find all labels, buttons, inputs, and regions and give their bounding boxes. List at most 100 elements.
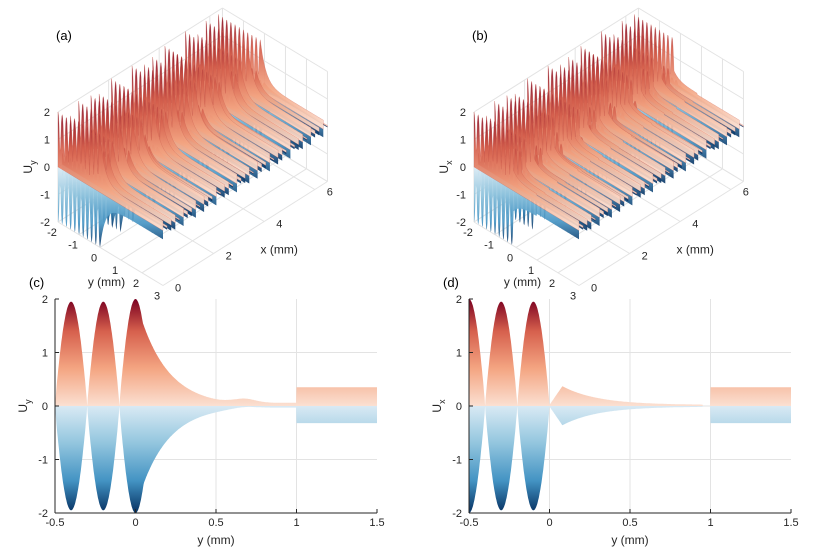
panel-a: -2 -1 0 1 2 3 0 2 4 6 -2 -1 0 1 2 y (mm) x (mm) Uy (a) bbox=[21, 7, 333, 303]
floor-gridline bbox=[578, 181, 744, 286]
y-tick-label: 2 bbox=[133, 278, 139, 290]
x-tick-label: 1 bbox=[707, 517, 713, 529]
x-tick-label: 0 bbox=[546, 517, 552, 529]
x-tick-label: 0.5 bbox=[622, 517, 637, 529]
y-tick-label: 1 bbox=[42, 348, 48, 360]
y-tick-label: -2 bbox=[47, 227, 57, 239]
floor-gridline bbox=[57, 221, 164, 286]
panel-label: (a) bbox=[56, 28, 72, 43]
lower-envelope-area bbox=[469, 406, 791, 513]
x-tick-label: 0 bbox=[132, 517, 138, 529]
panel-label: (c) bbox=[29, 275, 44, 290]
back-wall-gridline bbox=[638, 7, 744, 72]
x-tick-label: 1 bbox=[293, 517, 299, 529]
surface-upper-strip bbox=[527, 78, 633, 197]
x-tick-label: 1.5 bbox=[369, 517, 384, 529]
z-tick-label: 2 bbox=[460, 107, 466, 119]
side-wall-gridline bbox=[473, 7, 639, 113]
y-tick-label: 0 bbox=[91, 252, 97, 264]
y-tick-label: 0 bbox=[456, 401, 462, 413]
y-tick-label: 3 bbox=[154, 291, 160, 303]
y-tick-label: 0 bbox=[42, 401, 48, 413]
y-axis-label-subscript: y bbox=[23, 399, 33, 404]
surface-upper-strip bbox=[144, 64, 250, 177]
y-axis-label: Ux bbox=[430, 399, 447, 413]
y-tick-label: -2 bbox=[463, 227, 473, 239]
surface-upper-strip bbox=[514, 93, 621, 205]
surface-upper-strip bbox=[218, 14, 324, 130]
y-tick-label: 0 bbox=[507, 252, 513, 264]
y-tick-label: 2 bbox=[456, 294, 462, 306]
x-tick-label: 6 bbox=[327, 187, 333, 199]
surface-upper-strip bbox=[560, 64, 666, 177]
z-tick-label: 1 bbox=[44, 135, 50, 147]
x-tick-label: 0.5 bbox=[208, 517, 223, 529]
x-tick-label: 2 bbox=[226, 251, 232, 263]
y-axis-label: y (mm) bbox=[88, 275, 125, 289]
surface-upper-strip bbox=[98, 93, 205, 205]
surface-upper-strip bbox=[205, 20, 312, 138]
x-tick-label: -0.5 bbox=[460, 517, 479, 529]
surface-upper-strip bbox=[621, 20, 728, 138]
panel-label: (d) bbox=[443, 275, 459, 290]
z-tick-label: 2 bbox=[44, 107, 50, 119]
y-tick-label: -1 bbox=[68, 240, 78, 252]
side-wall-gridline bbox=[57, 7, 223, 113]
z-tick-label: -1 bbox=[456, 190, 466, 202]
x-tick-label: 4 bbox=[692, 219, 698, 231]
y-tick-label: -1 bbox=[484, 240, 494, 252]
panel-d: -0.5 0 0.5 1 1.5 -2 -1 0 1 2 y (mm) Ux (d) bbox=[430, 275, 799, 547]
x-tick-label: 0 bbox=[175, 283, 181, 295]
surface-upper-strip bbox=[185, 31, 291, 151]
floor-gridline bbox=[141, 168, 307, 274]
z-tick-label: 1 bbox=[460, 135, 466, 147]
floor-gridline bbox=[162, 181, 328, 286]
z-axis-label: Ux bbox=[437, 160, 454, 174]
panel-label: (b) bbox=[472, 28, 488, 43]
y-tick-label: 1 bbox=[528, 265, 534, 277]
x-tick-label: 4 bbox=[276, 219, 282, 231]
surface-upper-strip bbox=[131, 65, 238, 184]
y-tick-label: 1 bbox=[456, 348, 462, 360]
x-tick-label: 0 bbox=[591, 283, 597, 295]
y-tick-label: 1 bbox=[112, 265, 118, 277]
y-tick-label: -2 bbox=[38, 508, 48, 520]
floor-gridline bbox=[473, 221, 580, 286]
y-tick-label: 2 bbox=[549, 278, 555, 290]
y-tick-label: -1 bbox=[452, 455, 462, 467]
surface-lower-strip bbox=[58, 167, 163, 248]
surface-upper-strip bbox=[547, 65, 654, 184]
panel-c: -0.5 0 0.5 1 1.5 -2 -1 0 1 2 y (mm) Uy (c) bbox=[16, 275, 385, 547]
z-tick-label: -1 bbox=[40, 190, 50, 202]
surface-upper-strip bbox=[601, 31, 707, 151]
surface-upper-strip bbox=[634, 14, 740, 130]
y-axis-label-subscript: x bbox=[437, 399, 447, 404]
y-tick-label: -1 bbox=[38, 455, 48, 467]
upper-envelope-area bbox=[469, 299, 791, 406]
surface-upper-strip bbox=[57, 111, 164, 231]
x-axis-label: x (mm) bbox=[261, 243, 298, 257]
x-tick-label: 2 bbox=[642, 251, 648, 263]
x-axis-label: y (mm) bbox=[197, 533, 234, 547]
surface-lower-strip bbox=[474, 167, 579, 245]
z-tick-label: -2 bbox=[40, 217, 50, 229]
y-axis-label: y (mm) bbox=[504, 275, 541, 289]
floor-gridline bbox=[557, 168, 723, 274]
z-axis-label-subscript: y bbox=[28, 160, 38, 165]
upper-envelope-area bbox=[55, 299, 377, 406]
x-axis-label: x (mm) bbox=[677, 243, 714, 257]
z-tick-label: 0 bbox=[44, 162, 50, 174]
x-axis-label: y (mm) bbox=[611, 533, 648, 547]
z-axis-label: Uy bbox=[21, 160, 38, 174]
z-axis-label-subscript: x bbox=[444, 160, 454, 165]
back-wall-gridline bbox=[222, 7, 328, 72]
surface-upper-strip bbox=[473, 111, 580, 231]
y-tick-label: -2 bbox=[452, 508, 462, 520]
surface-upper-strip bbox=[111, 78, 217, 197]
x-tick-label: -0.5 bbox=[46, 517, 65, 529]
lower-envelope-area bbox=[55, 406, 377, 513]
z-tick-label: 0 bbox=[460, 162, 466, 174]
panel-b: -2 -1 0 1 2 3 0 2 4 6 -2 -1 0 1 2 y (mm) x (mm) Ux (b) bbox=[437, 7, 749, 303]
y-tick-label: 3 bbox=[570, 291, 576, 303]
